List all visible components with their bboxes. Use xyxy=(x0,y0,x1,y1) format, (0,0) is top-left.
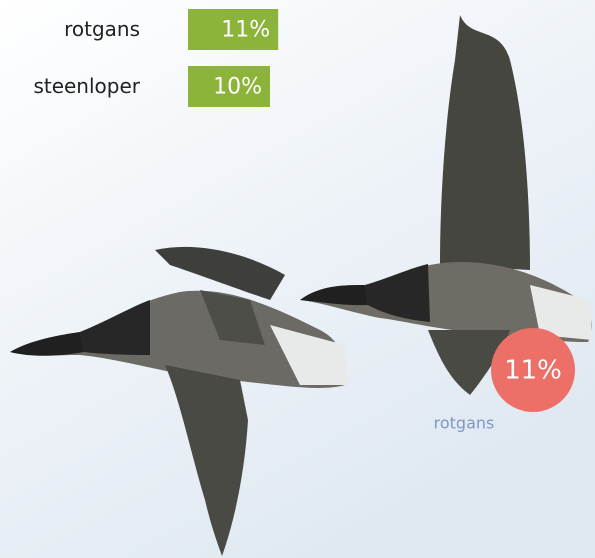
highlight-value: 11% xyxy=(504,356,562,386)
highlight-category: rotgans xyxy=(434,414,495,433)
category-label: rotgans xyxy=(64,17,140,41)
value-label: 10% xyxy=(213,75,262,100)
value-label: 11% xyxy=(221,18,270,43)
infographic: rotgans 11% steenloper 10% 11% rotgans xyxy=(0,0,595,558)
category-label: steenloper xyxy=(33,74,140,98)
